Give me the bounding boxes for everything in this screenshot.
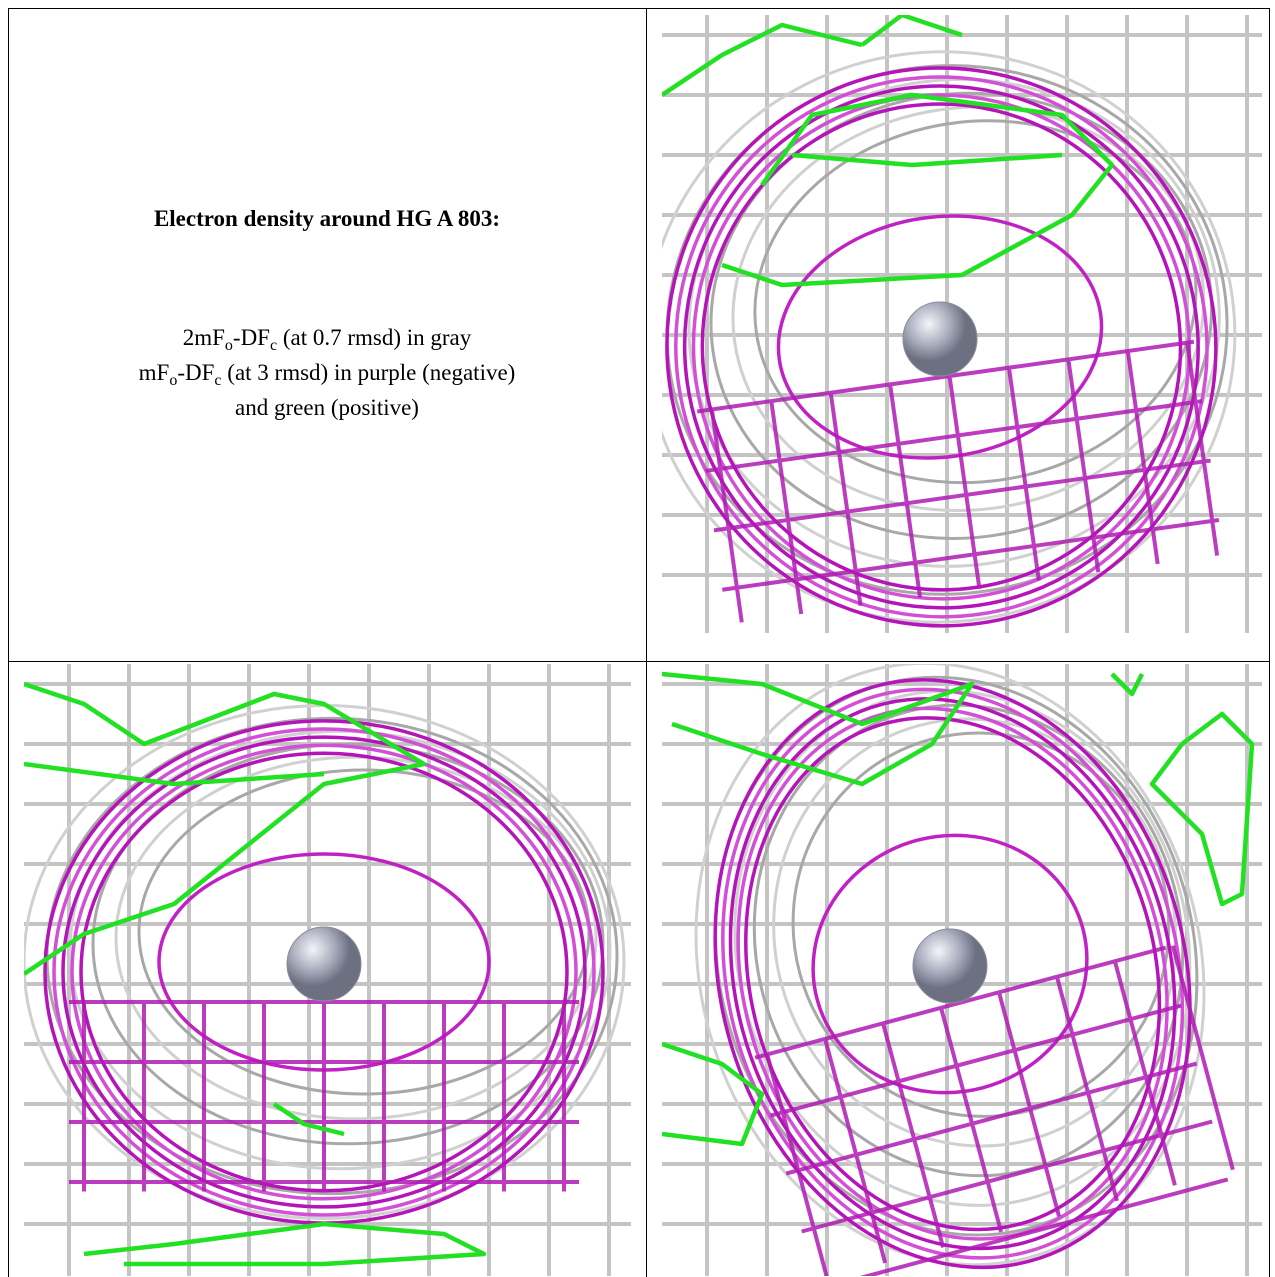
density-view xyxy=(662,15,1262,633)
green-mesh xyxy=(24,761,325,787)
purple-mesh xyxy=(754,945,1235,1276)
purple-contour xyxy=(721,687,1185,1260)
text: (at 3 rmsd) in purple (negative) xyxy=(221,360,516,385)
caption-legend: 2mFo-DFc (at 0.7 rmsd) in gray mFo-DFc (… xyxy=(8,320,646,425)
purple-contour xyxy=(744,716,1162,1232)
subscript: o xyxy=(224,337,233,354)
text: 2mF xyxy=(182,325,225,350)
green-mesh xyxy=(721,92,1115,288)
green-mesh xyxy=(83,1221,487,1267)
subscript: c xyxy=(214,372,222,389)
density-surface xyxy=(694,664,1235,1276)
gray-contour xyxy=(687,77,1221,568)
green-mesh xyxy=(860,15,963,47)
green-mesh xyxy=(1110,672,1145,697)
text: (at 0.7 rmsd) in gray xyxy=(277,325,472,350)
caption-title: Electron density around HG A 803: xyxy=(153,206,501,231)
hg-atom xyxy=(912,928,988,1004)
green-mesh xyxy=(1149,711,1255,907)
text: and green (positive) xyxy=(235,395,419,420)
subscript: o xyxy=(169,372,178,389)
purple-contour xyxy=(811,833,1089,1095)
purple-contour xyxy=(776,214,1104,460)
text: mF xyxy=(138,360,170,385)
green-mesh xyxy=(791,152,1063,168)
green-mesh xyxy=(662,22,863,97)
gray-contour xyxy=(662,50,1237,624)
density-view xyxy=(662,664,1262,1276)
purple-mesh xyxy=(69,1000,579,1192)
table-divider xyxy=(8,661,1270,662)
purple-contour xyxy=(70,743,578,1201)
green-mesh xyxy=(24,681,427,976)
density-view xyxy=(24,664,631,1276)
gray-contour xyxy=(68,729,612,1171)
text: -DF xyxy=(177,360,215,385)
subscript: c xyxy=(269,337,278,354)
hg-atom xyxy=(286,926,362,1002)
table-frame xyxy=(8,8,1270,1277)
green-mesh xyxy=(662,671,975,787)
purple-contour xyxy=(61,735,587,1209)
purple-contour xyxy=(728,697,1177,1251)
density-surface xyxy=(662,50,1237,628)
table-divider xyxy=(646,8,647,1277)
gray-contour xyxy=(694,664,1206,1267)
legend-line: mFo-DFc (at 3 rmsd) in purple (negative) xyxy=(8,355,646,390)
text: -DF xyxy=(232,325,270,350)
legend-line: 2mFo-DFc (at 0.7 rmsd) in gray xyxy=(8,320,646,355)
green-mesh xyxy=(662,1041,765,1147)
legend-line: and green (positive) xyxy=(8,390,646,425)
green-mesh xyxy=(272,1102,345,1137)
gray-contour xyxy=(731,105,1206,513)
purple-mesh xyxy=(696,339,1220,623)
purple-contour xyxy=(674,75,1209,619)
purple-contour xyxy=(700,102,1183,592)
hg-atom xyxy=(902,301,978,377)
purple-contour xyxy=(52,727,596,1217)
gray-contour xyxy=(114,755,598,1121)
purple-contour xyxy=(682,84,1200,610)
purple-contour xyxy=(665,66,1218,628)
purple-contour xyxy=(713,678,1192,1270)
